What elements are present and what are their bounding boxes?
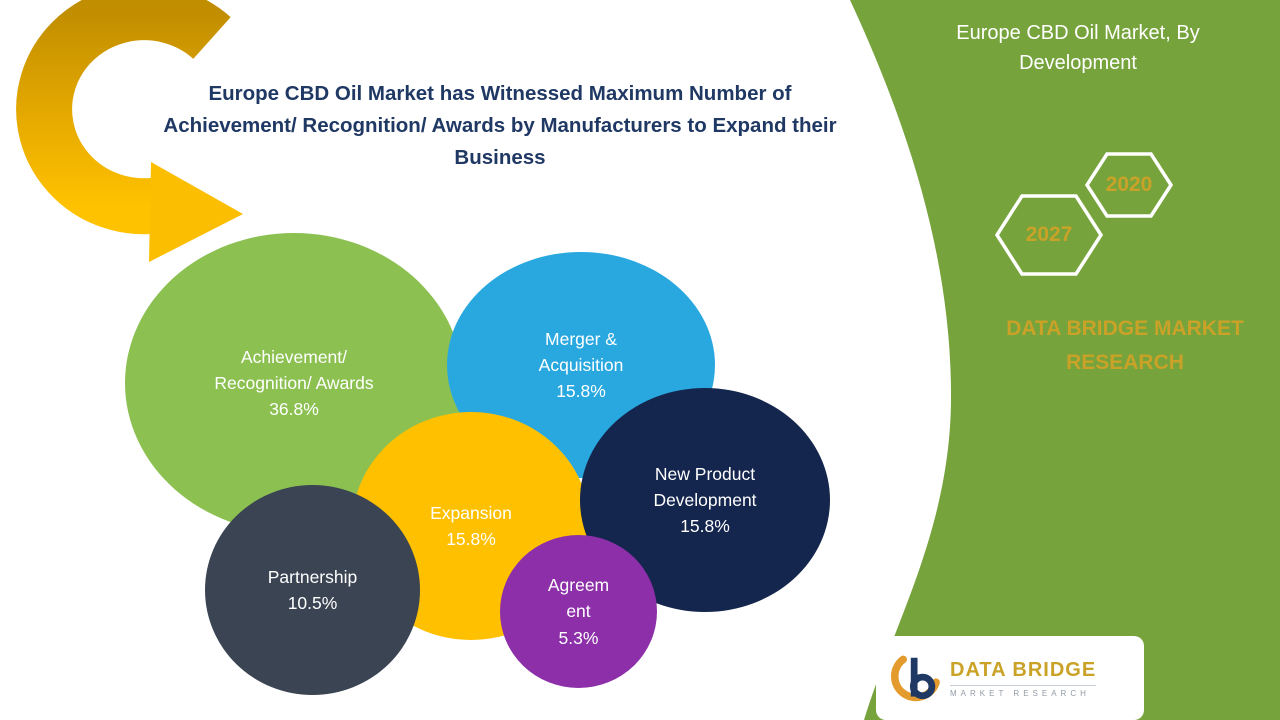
- bubble-value: 15.8%: [680, 516, 730, 537]
- brand-text: DATA BRIDGE MARKET RESEARCH: [1006, 317, 1244, 374]
- bubble-agreement: Agreement 5.3%: [500, 535, 657, 688]
- hexagon-2020: 2020: [1085, 152, 1173, 218]
- bubble-value: 15.8%: [446, 529, 496, 549]
- bubble-label: New Product Development: [653, 463, 757, 510]
- bubble-value: 5.3%: [558, 627, 599, 648]
- year-label-2020: 2020: [1105, 173, 1153, 196]
- curved-arrow-icon: [16, 0, 243, 262]
- bubble-label: Agreement: [547, 575, 610, 622]
- year-label-2027: 2027: [1025, 223, 1073, 246]
- bubble-value: 15.8%: [556, 381, 606, 402]
- logo-card: DATA BRIDGE MARKET RESEARCH: [876, 636, 1144, 720]
- bubble-label: Expansion: [430, 502, 512, 523]
- logo-text: DATA BRIDGE MARKET RESEARCH: [950, 659, 1097, 698]
- bubble-label: Partnership: [267, 566, 358, 587]
- chart-title: Europe CBD Oil Market has Witnessed Maxi…: [163, 82, 837, 169]
- logo-tagline: MARKET RESEARCH: [950, 688, 1090, 698]
- panel-title: Europe CBD Oil Market, By Development: [956, 22, 1200, 74]
- bubble-label: Merger & Acquisition: [538, 328, 624, 375]
- bubble-value: 10.5%: [287, 593, 338, 613]
- bubble-label: Achievement/ Recognition/ Awards: [214, 346, 374, 393]
- logo-name: DATA BRIDGE: [950, 659, 1097, 686]
- data-bridge-logo-icon: [890, 655, 940, 702]
- bubble-partnership: Partnership 10.5%: [205, 485, 420, 695]
- bubble-value: 36.8%: [269, 399, 319, 420]
